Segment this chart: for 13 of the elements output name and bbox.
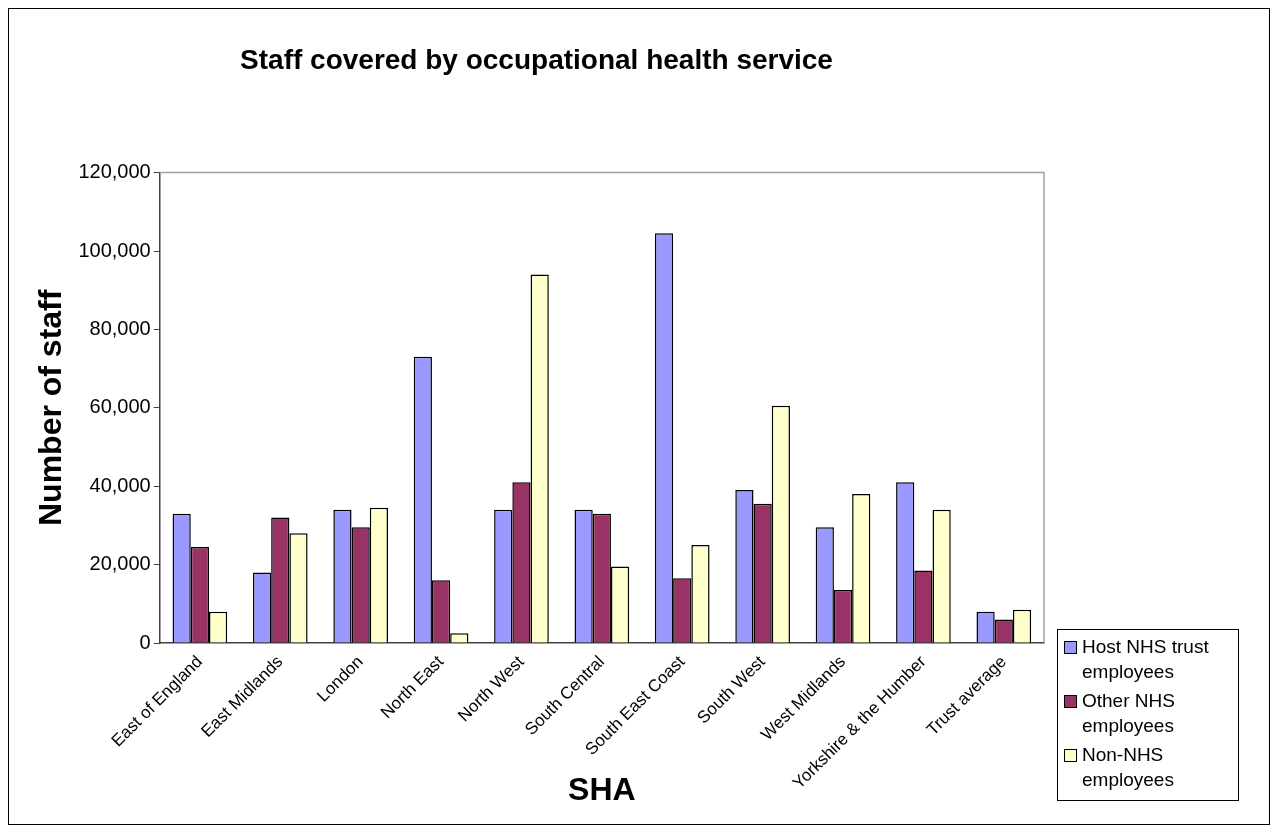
x-axis-title: SHA bbox=[568, 770, 636, 807]
y-tick-label: 60,000 bbox=[89, 395, 151, 418]
y-axis-title: Number of staff bbox=[32, 289, 69, 527]
legend-label: Host NHS trust employees bbox=[1082, 635, 1210, 684]
y-tick-label: 120,000 bbox=[78, 160, 151, 183]
legend-label: Other NHS employees bbox=[1082, 689, 1176, 738]
chart-title: Staff covered by occupational health service bbox=[240, 43, 833, 75]
y-tick-label: 40,000 bbox=[89, 473, 151, 496]
y-tick-label: 20,000 bbox=[89, 552, 151, 575]
y-tick-label: 100,000 bbox=[78, 238, 151, 261]
y-tick-label: 0 bbox=[139, 630, 151, 653]
legend-label: Non-NHS employees bbox=[1082, 743, 1175, 792]
y-tick-label: 80,000 bbox=[89, 316, 151, 339]
